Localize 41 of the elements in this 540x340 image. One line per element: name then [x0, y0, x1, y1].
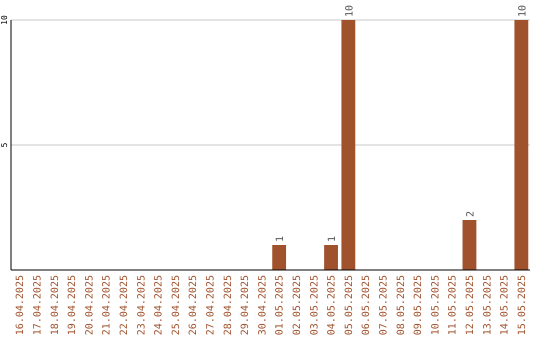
data-label: 10 [344, 4, 356, 17]
x-tick-label: 16.04.2025 [15, 275, 26, 336]
bar [324, 245, 338, 270]
x-tick-label: 28.04.2025 [222, 275, 234, 336]
data-label: 1 [327, 236, 338, 242]
x-tick-label: 01.05.2025 [274, 275, 286, 336]
bar [272, 245, 286, 270]
data-label: 1 [275, 236, 286, 242]
bar [514, 20, 528, 270]
x-tick-label: 19.04.2025 [67, 275, 78, 336]
x-tick-label: 04.05.2025 [326, 275, 338, 336]
y-tick-label: 5 [0, 142, 9, 148]
x-tick-label: 05.05.2025 [344, 275, 355, 336]
x-tick-label: 18.04.2025 [50, 275, 61, 336]
data-label: 2 [465, 210, 476, 217]
x-tick-label: 29.04.2025 [240, 275, 252, 336]
x-tick-label: 20.04.2025 [84, 275, 96, 336]
x-tick-label: 02.05.2025 [292, 275, 303, 336]
x-tick-label: 15.05.2025 [516, 275, 528, 336]
x-tick-label: 23.04.2025 [136, 275, 148, 336]
x-tick-label: 11.05.2025 [448, 275, 459, 336]
bar [341, 20, 356, 270]
x-tick-label: 25.04.2025 [170, 275, 182, 336]
x-tick-label: 12.05.2025 [464, 275, 476, 336]
x-tick-label: 03.05.2025 [309, 275, 320, 336]
x-tick-label: 21.04.2025 [102, 275, 113, 336]
x-tick-label: 08.05.2025 [396, 275, 407, 336]
bar [462, 220, 476, 270]
x-tick-label: 07.05.2025 [378, 275, 390, 336]
x-tick-label: 26.04.2025 [188, 275, 200, 336]
x-tick-label: 17.04.2025 [32, 275, 44, 336]
x-tick-label: 30.04.2025 [257, 275, 268, 336]
x-tick-label: 13.05.2025 [482, 275, 494, 336]
x-tick-label: 27.04.2025 [205, 275, 216, 336]
x-tick-label: 14.05.2025 [500, 275, 511, 336]
x-tick-label: 24.04.2025 [154, 275, 165, 336]
x-tick-label: 09.05.2025 [413, 275, 424, 336]
x-tick-label: 22.04.2025 [118, 275, 130, 336]
data-label: 10 [517, 4, 528, 17]
x-tick-label: 10.05.2025 [430, 275, 442, 336]
x-tick-label: 06.05.2025 [361, 275, 372, 336]
